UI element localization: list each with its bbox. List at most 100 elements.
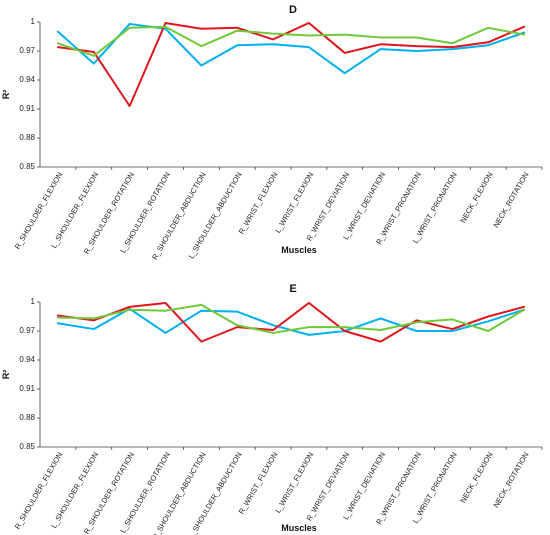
y-tick-label: 1	[31, 297, 36, 306]
data-point	[380, 329, 382, 331]
data-point	[523, 26, 525, 28]
data-point	[451, 46, 453, 48]
data-point	[165, 302, 167, 304]
data-point	[272, 39, 274, 41]
y-tick-label: 0.85	[19, 442, 35, 451]
y-tick-label: 0.91	[19, 104, 35, 113]
data-point	[272, 33, 274, 35]
data-point	[416, 330, 418, 332]
data-point	[93, 319, 95, 321]
data-point	[487, 27, 489, 29]
data-point	[416, 321, 418, 323]
data-point	[93, 55, 95, 57]
data-point	[523, 306, 525, 308]
data-point	[57, 31, 59, 33]
data-point	[523, 309, 525, 311]
data-point	[236, 30, 238, 32]
x-tick-label: L_WRIST_FLEXION	[273, 450, 315, 514]
data-point	[129, 23, 131, 25]
data-point	[308, 22, 310, 24]
chart-d: D0.850.880.910.940.971R²R_SHOULDER_FLEXI…	[1, 4, 543, 261]
series-line-2	[56, 21, 526, 108]
x-tick-label: NECK_FLEXION	[458, 450, 494, 504]
data-point	[487, 330, 489, 332]
data-point	[451, 330, 453, 332]
data-point	[129, 306, 131, 308]
data-point	[129, 105, 131, 107]
y-tick-label: 0.85	[19, 162, 35, 171]
data-point	[344, 72, 346, 74]
y-tick-label: 0.94	[19, 75, 35, 84]
data-point	[57, 322, 59, 324]
x-axis-label: Muscles	[281, 245, 317, 255]
y-tick-label: 0.88	[19, 413, 35, 422]
data-point	[308, 46, 310, 48]
data-point	[416, 50, 418, 52]
chart-title: E	[289, 283, 296, 295]
data-point	[380, 341, 382, 343]
data-point	[451, 319, 453, 321]
data-point	[308, 326, 310, 328]
x-tick-label: L_WRIST_FLEXION	[273, 170, 315, 234]
y-tick-label: 1	[31, 17, 36, 26]
data-point	[57, 42, 59, 44]
data-point	[380, 37, 382, 39]
y-tick-label: 0.91	[19, 384, 35, 393]
data-point	[487, 316, 489, 318]
x-axis-label: Muscles	[281, 523, 317, 533]
data-point	[200, 341, 202, 343]
data-point	[93, 318, 95, 320]
series-line-1	[56, 22, 526, 75]
y-axis-label: R²	[1, 370, 11, 380]
x-tick-label: NECK_ROTATION	[491, 450, 530, 509]
y-tick-label: 0.94	[19, 355, 35, 364]
data-point	[308, 35, 310, 37]
data-point	[200, 28, 202, 30]
data-point	[236, 324, 238, 326]
data-point	[487, 320, 489, 322]
y-tick-label: 0.88	[19, 133, 35, 142]
data-point	[129, 309, 131, 311]
data-point	[523, 34, 525, 36]
data-point	[308, 302, 310, 304]
data-point	[380, 43, 382, 45]
data-point	[451, 42, 453, 44]
data-point	[487, 41, 489, 43]
data-point	[272, 43, 274, 45]
data-point	[129, 27, 131, 29]
data-point	[380, 318, 382, 320]
x-tick-label: NECK_FLEXION	[458, 170, 494, 224]
chart-e: E0.850.880.910.940.971R²R_SHOULDER_FLEXI…	[1, 283, 543, 535]
data-point	[57, 317, 59, 319]
data-point	[416, 319, 418, 321]
data-point	[451, 48, 453, 50]
data-point	[308, 334, 310, 336]
data-point	[344, 330, 346, 332]
data-point	[200, 310, 202, 312]
data-point	[200, 65, 202, 67]
data-point	[416, 45, 418, 47]
data-point	[272, 324, 274, 326]
data-point	[523, 32, 525, 34]
chart-title: D	[289, 4, 297, 16]
data-point	[487, 44, 489, 46]
x-tick-label: R_WRIST_FLEXION	[237, 170, 280, 235]
data-point	[165, 310, 167, 312]
data-point	[93, 328, 95, 330]
data-point	[272, 329, 274, 331]
y-tick-label: 0.97	[19, 46, 35, 55]
series-line-3	[56, 303, 526, 334]
data-point	[416, 37, 418, 39]
data-point	[200, 45, 202, 47]
data-point	[165, 26, 167, 28]
y-axis-label: R²	[1, 90, 11, 100]
data-point	[272, 332, 274, 334]
data-point	[236, 326, 238, 328]
series-line-3	[56, 25, 526, 57]
data-point	[93, 63, 95, 65]
data-point	[236, 44, 238, 46]
data-point	[57, 46, 59, 48]
data-point	[57, 315, 59, 317]
x-tick-label: NECK_ROTATION	[491, 170, 530, 229]
